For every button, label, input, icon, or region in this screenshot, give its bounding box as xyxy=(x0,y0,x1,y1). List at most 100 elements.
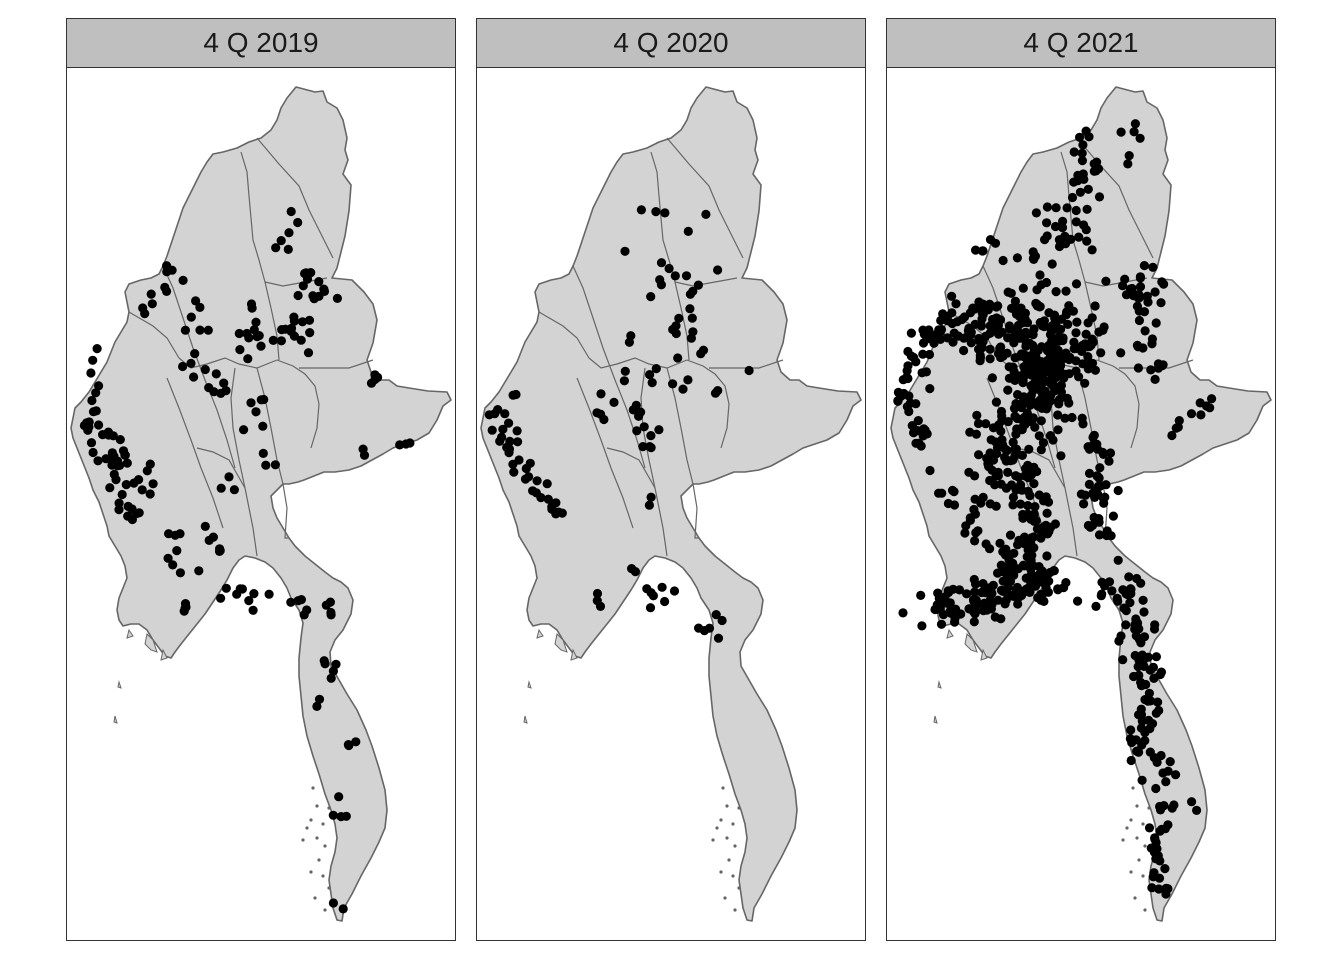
event-point xyxy=(978,337,988,347)
event-point xyxy=(170,530,180,540)
event-point xyxy=(1039,578,1049,588)
event-point xyxy=(304,315,315,325)
event-point xyxy=(86,438,97,448)
event-point xyxy=(962,589,972,599)
event-point xyxy=(1018,560,1028,570)
event-point xyxy=(1126,755,1136,766)
event-point xyxy=(283,244,293,254)
event-point xyxy=(264,589,274,599)
island-3 xyxy=(117,680,122,689)
event-point xyxy=(1008,500,1018,510)
event-point xyxy=(200,364,210,375)
south-island-6 xyxy=(323,844,327,848)
event-point xyxy=(1011,309,1022,319)
event-point xyxy=(940,592,950,602)
event-point xyxy=(1078,169,1088,179)
map-plot-1 xyxy=(66,67,456,941)
facet-title-2: 4 Q 2020 xyxy=(476,18,866,68)
event-point xyxy=(1096,348,1106,358)
event-point xyxy=(1030,422,1040,432)
event-point xyxy=(521,463,531,474)
event-point xyxy=(1058,216,1068,226)
event-point xyxy=(993,349,1004,359)
event-point xyxy=(1150,287,1160,297)
event-point xyxy=(1017,485,1027,495)
event-point xyxy=(1083,442,1093,452)
event-point xyxy=(982,605,992,615)
event-point xyxy=(1018,283,1028,293)
event-point xyxy=(902,402,912,412)
event-point xyxy=(1079,499,1089,509)
event-point xyxy=(970,587,980,597)
event-point xyxy=(1059,373,1069,383)
event-point xyxy=(1032,299,1042,309)
event-point xyxy=(903,361,913,371)
event-point xyxy=(504,448,514,458)
event-point xyxy=(971,245,981,255)
south-island-13 xyxy=(715,826,719,830)
event-point xyxy=(701,209,711,219)
south-island-0 xyxy=(1131,786,1135,790)
event-point xyxy=(683,375,693,385)
event-point xyxy=(644,500,654,510)
event-point xyxy=(947,291,957,301)
event-point xyxy=(903,373,913,384)
event-point xyxy=(925,384,935,394)
event-point xyxy=(1054,241,1065,252)
event-point xyxy=(1081,225,1091,235)
event-point xyxy=(1001,456,1011,466)
event-point xyxy=(1056,451,1066,461)
south-island-3 xyxy=(321,822,325,826)
event-point xyxy=(1011,399,1021,409)
event-point xyxy=(976,320,986,330)
island-2 xyxy=(126,628,134,639)
event-point xyxy=(674,313,684,323)
south-island-7 xyxy=(1137,858,1141,862)
event-point xyxy=(114,505,124,515)
event-point xyxy=(699,626,709,636)
event-point xyxy=(1003,287,1013,297)
event-point xyxy=(1078,419,1088,429)
event-point xyxy=(1043,587,1053,597)
event-point xyxy=(137,485,147,495)
event-point xyxy=(1041,492,1051,502)
event-point xyxy=(1092,157,1102,167)
event-point xyxy=(898,608,908,618)
event-point xyxy=(918,349,928,359)
event-point xyxy=(1031,575,1042,585)
event-point xyxy=(687,313,697,323)
south-island-14 xyxy=(1121,838,1125,842)
south-island-7 xyxy=(727,858,731,862)
event-point xyxy=(919,424,929,434)
event-point xyxy=(907,421,917,431)
event-point xyxy=(1001,550,1011,560)
event-point xyxy=(1094,473,1104,483)
event-point xyxy=(925,465,935,476)
event-point xyxy=(1056,387,1066,397)
event-point xyxy=(1140,695,1150,705)
event-point xyxy=(1064,301,1074,311)
event-point xyxy=(1140,326,1150,336)
region-boundary-2 xyxy=(674,277,738,287)
event-point xyxy=(178,361,188,372)
event-point xyxy=(1093,444,1103,454)
event-point xyxy=(996,560,1006,570)
event-point xyxy=(1134,289,1144,300)
event-point xyxy=(203,325,213,335)
south-island-13 xyxy=(1125,826,1129,830)
event-point xyxy=(297,317,308,327)
event-point xyxy=(934,488,944,498)
event-point xyxy=(1140,736,1150,746)
event-point xyxy=(599,414,609,425)
event-point xyxy=(647,378,657,388)
event-point xyxy=(1121,620,1131,630)
event-point xyxy=(1071,328,1081,338)
event-point xyxy=(94,420,104,430)
event-point xyxy=(1037,403,1047,413)
event-point xyxy=(200,521,210,531)
event-point xyxy=(1132,573,1142,584)
event-point xyxy=(1021,464,1031,474)
event-point xyxy=(971,528,981,538)
event-point xyxy=(1035,377,1045,387)
south-island-2 xyxy=(1129,818,1133,822)
